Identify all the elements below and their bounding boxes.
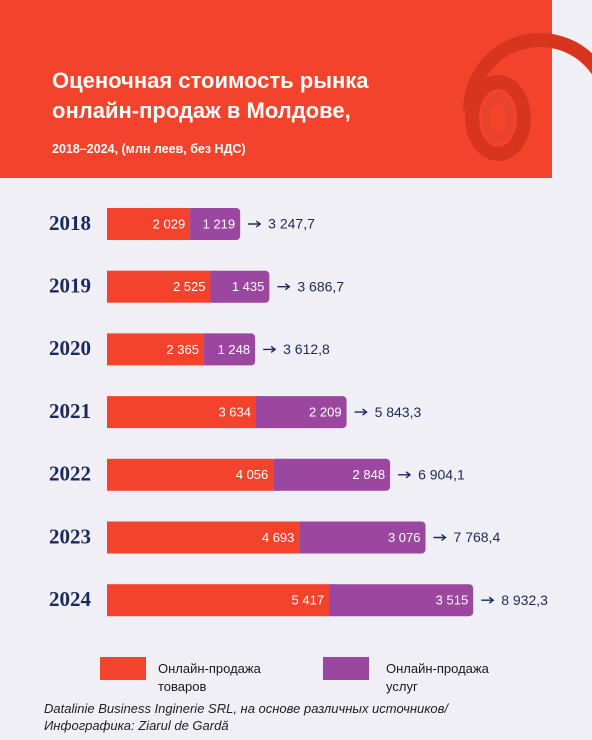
total-label: 7 768,4 bbox=[454, 529, 501, 545]
value-label: 1 435 bbox=[232, 279, 265, 294]
legend-swatch bbox=[100, 657, 146, 680]
headphones-icon bbox=[463, 33, 592, 161]
legend-label: Онлайн-продажа товаров bbox=[158, 661, 261, 694]
bar-segment bbox=[107, 208, 191, 240]
value-label: 2 365 bbox=[166, 342, 199, 357]
arrow bbox=[263, 345, 277, 353]
arrow bbox=[398, 471, 412, 479]
arrow bbox=[354, 408, 368, 416]
bar-segment bbox=[107, 584, 330, 617]
total-label: 5 843,3 bbox=[375, 404, 422, 420]
bar-segment bbox=[299, 521, 426, 554]
value-label: 2 525 bbox=[173, 279, 206, 294]
year-label: 2018 bbox=[49, 211, 91, 235]
total-label: 8 932,3 bbox=[501, 592, 548, 608]
year-label: 2024 bbox=[49, 587, 92, 611]
bar-segment bbox=[107, 333, 204, 366]
value-label: 2 848 bbox=[353, 467, 386, 482]
legend-swatch bbox=[323, 657, 369, 680]
value-label: 4 693 bbox=[262, 530, 295, 545]
bar-segment-corner bbox=[203, 333, 210, 366]
bar-segment bbox=[203, 333, 256, 366]
bar-segment-corner bbox=[255, 396, 262, 429]
title: Оценочная стоимость рынка онлайн-продаж … bbox=[52, 68, 369, 123]
bar-segment bbox=[107, 521, 300, 554]
value-label: 1 248 bbox=[218, 342, 251, 357]
bar-segment-corner bbox=[190, 208, 197, 240]
arrow bbox=[277, 283, 291, 291]
total-label: 3 247,7 bbox=[268, 216, 315, 232]
arrow bbox=[433, 533, 447, 542]
value-label: 2 029 bbox=[153, 216, 186, 231]
bar-segment-corner bbox=[273, 458, 280, 491]
bar-segment bbox=[255, 396, 347, 429]
bar-segment-corner bbox=[210, 270, 217, 303]
value-label: 3 634 bbox=[218, 405, 251, 420]
header-background bbox=[0, 0, 552, 178]
source: Datalinie Business Inginerie SRL, на осн… bbox=[44, 701, 448, 716]
year-label: 2020 bbox=[49, 336, 91, 360]
year-label: 2023 bbox=[49, 524, 91, 548]
legend-label: Онлайн-продажа услуг bbox=[386, 661, 489, 694]
value-label: 2 209 bbox=[309, 405, 342, 420]
bar-segment bbox=[107, 270, 211, 303]
bar-segment-corner bbox=[299, 521, 306, 554]
year-label: 2022 bbox=[49, 462, 91, 486]
bar-segment bbox=[107, 396, 256, 429]
headphones-icon-inner bbox=[482, 94, 514, 142]
year-label: 2019 bbox=[49, 274, 91, 298]
value-label: 4 056 bbox=[236, 467, 269, 482]
value-label: 3 515 bbox=[436, 593, 469, 608]
year-label: 2021 bbox=[49, 399, 91, 423]
arrow bbox=[481, 596, 495, 604]
source: Инфографика: Ziarul de Gardă bbox=[44, 718, 229, 733]
bar-segment bbox=[210, 270, 270, 303]
value-label: 1 219 bbox=[203, 216, 236, 231]
bar-segment bbox=[190, 208, 241, 240]
value-label: 5 417 bbox=[292, 593, 325, 608]
total-label: 3 612,8 bbox=[283, 341, 330, 357]
bar-segment bbox=[329, 584, 474, 617]
bar-segment-corner bbox=[329, 584, 336, 617]
subtitle: 2018–2024, (млн леев, без НДС) bbox=[52, 142, 246, 156]
total-label: 3 686,7 bbox=[297, 278, 344, 294]
bar-segment bbox=[107, 458, 274, 491]
arrow bbox=[248, 220, 262, 228]
total-label: 6 904,1 bbox=[418, 467, 465, 483]
value-label: 3 076 bbox=[388, 530, 421, 545]
bar-segment bbox=[273, 458, 391, 491]
